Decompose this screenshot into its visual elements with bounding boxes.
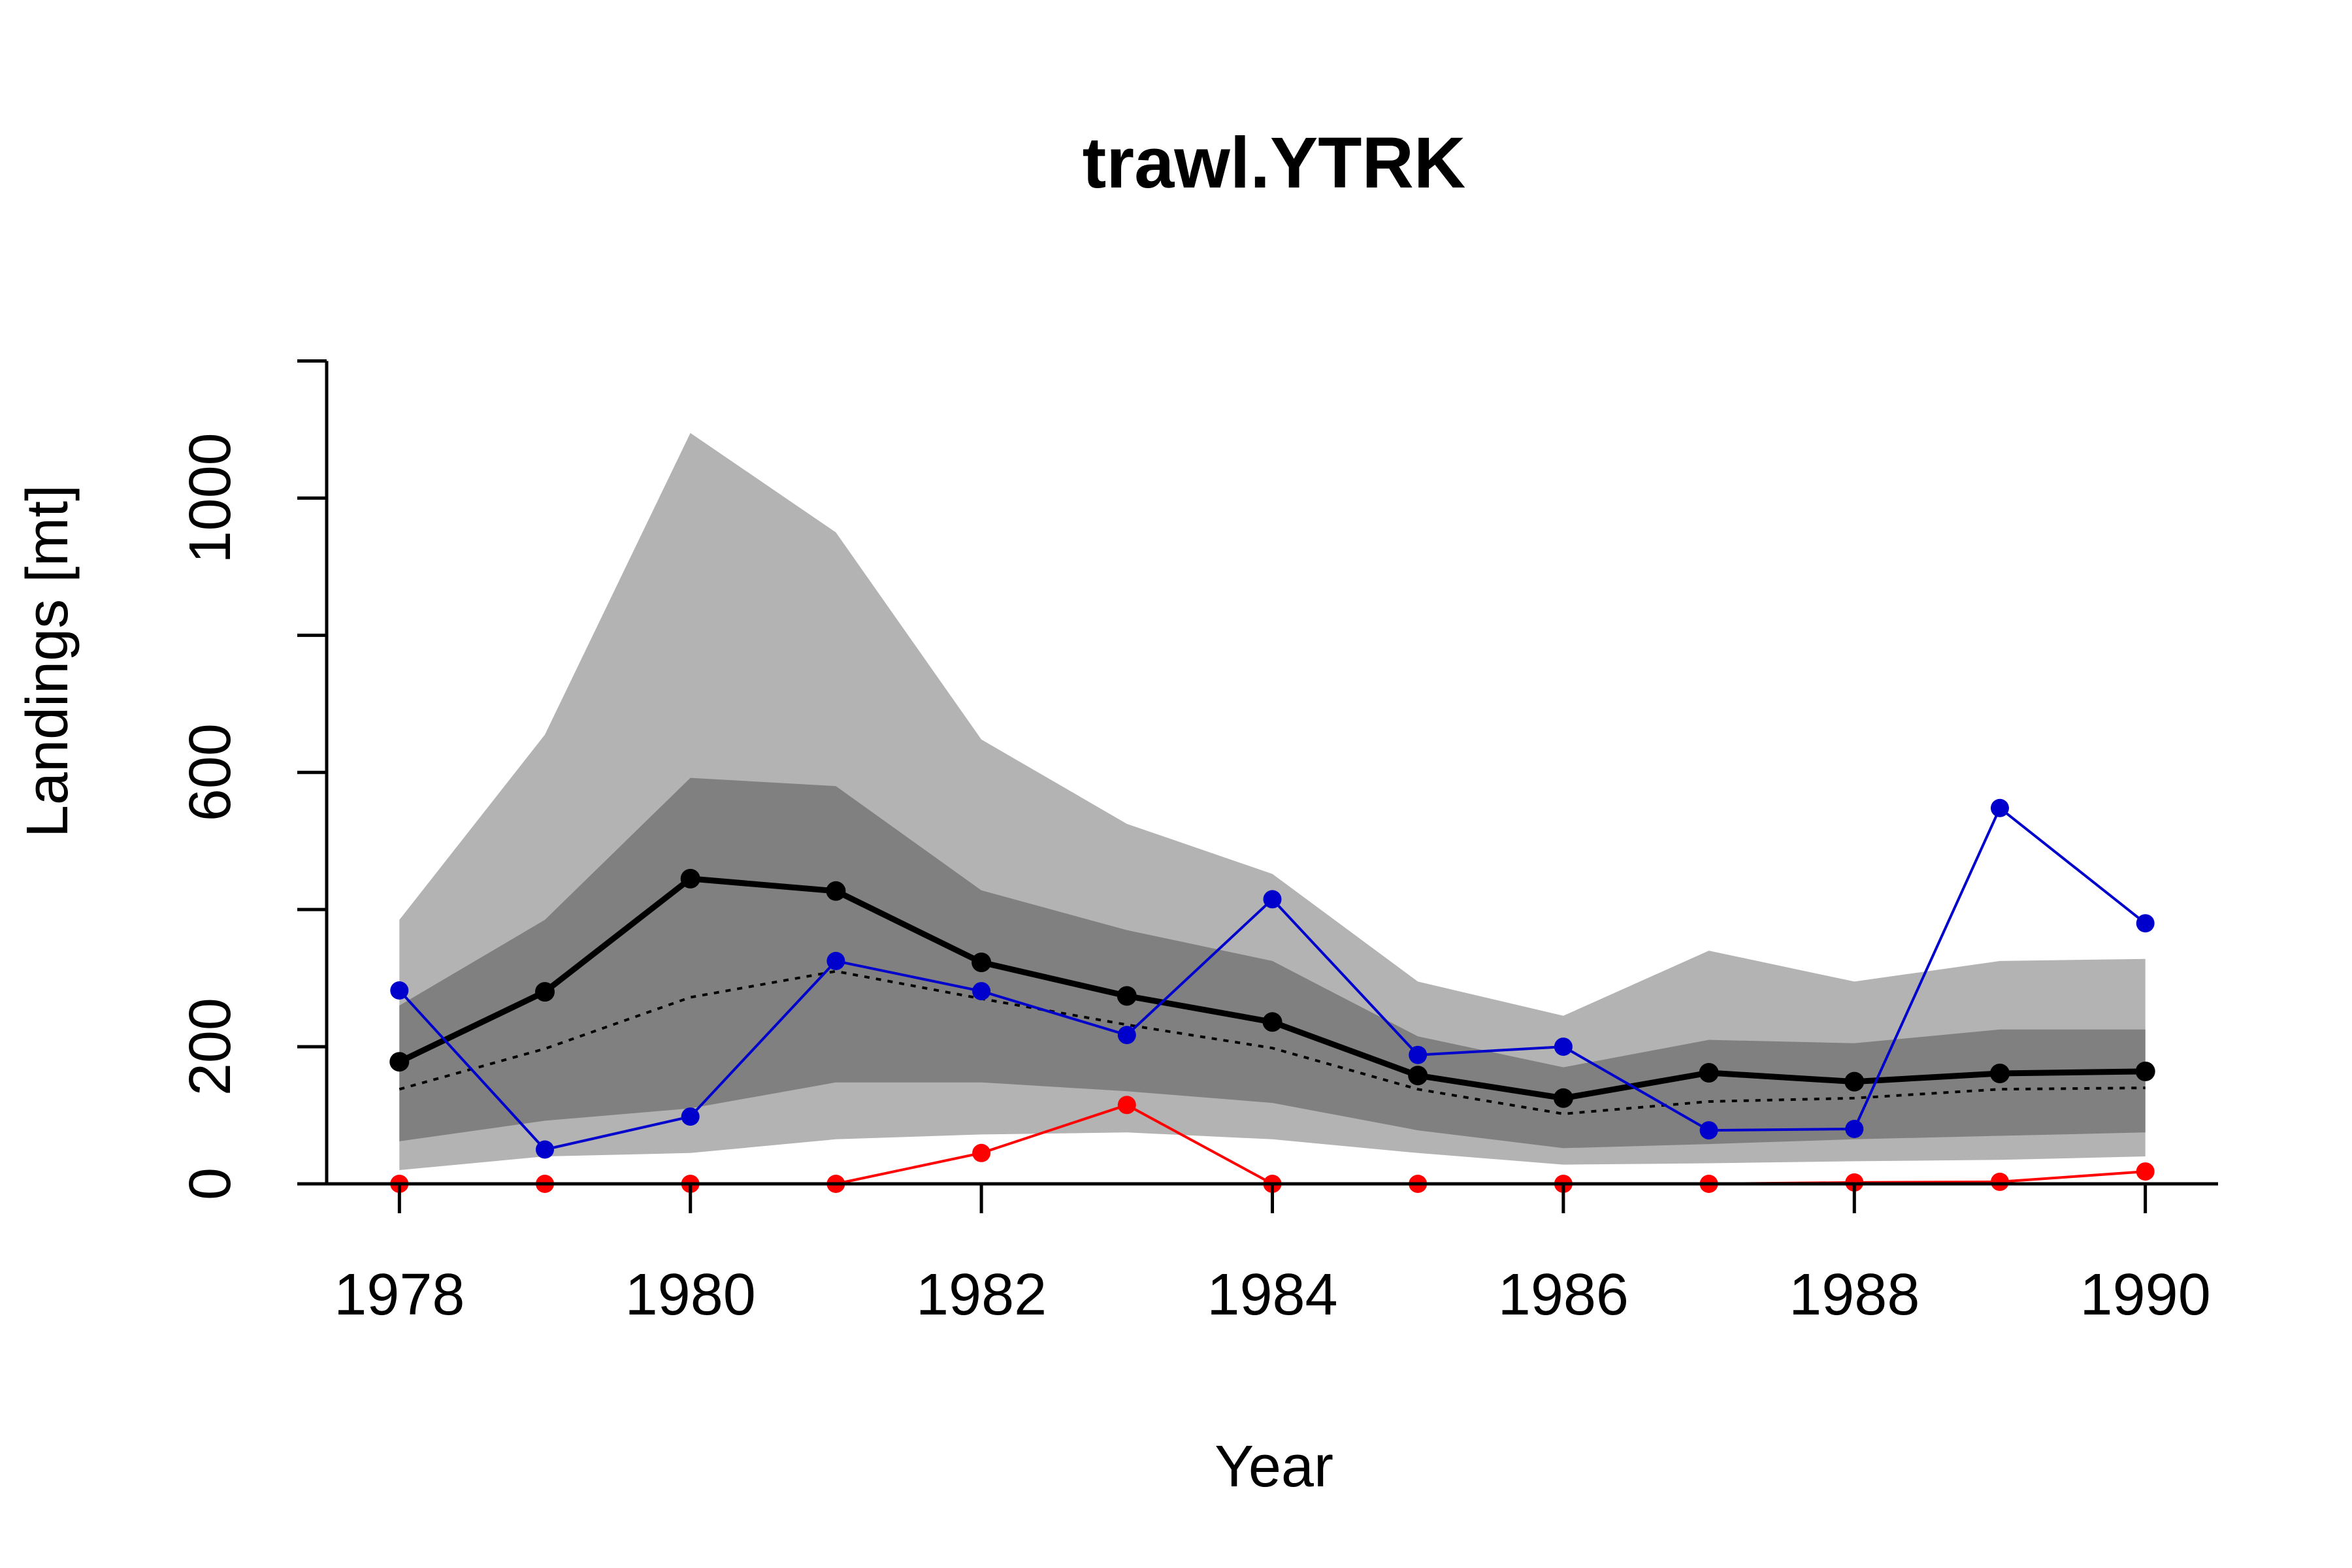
- series-1-point: [1553, 1088, 1573, 1108]
- x-tick-label: 1982: [916, 1262, 1047, 1328]
- series-1-point: [1117, 986, 1137, 1006]
- series-1-point: [389, 1052, 410, 1072]
- series-1-point: [826, 881, 846, 901]
- series-3-point: [2136, 914, 2155, 933]
- y-axis-label: Landings [mt]: [15, 485, 80, 838]
- series-3-point: [1991, 798, 2009, 817]
- confidence-bands: [399, 433, 2146, 1171]
- x-tick-label: 1984: [1207, 1262, 1337, 1328]
- ticks: 1978 1980 1982 1984 1986 1988 1990 0 200 600 1000: [178, 359, 2211, 1328]
- series-3-point: [681, 1107, 700, 1126]
- series-1-point: [2135, 1061, 2155, 1081]
- series-3-point: [1699, 1121, 1718, 1140]
- series-4-point: [2136, 1162, 2155, 1181]
- series-3-point: [1845, 1120, 1864, 1138]
- x-axis-label: Year: [1215, 1434, 1333, 1499]
- x-tick-label: 1988: [1789, 1262, 1919, 1328]
- y-tick-label: 0: [178, 1168, 243, 1200]
- series-1-point: [972, 953, 992, 972]
- series-1-point: [1408, 1066, 1428, 1086]
- series-4-point: [1991, 1172, 2009, 1191]
- series-line-2: [399, 970, 2146, 1115]
- series-3-point: [1263, 890, 1282, 909]
- y-tick-label: 1000: [178, 433, 243, 563]
- series-points: [389, 798, 2155, 1193]
- chart-title: trawl.YTRK: [1083, 123, 1466, 203]
- series-3-point: [972, 982, 991, 1001]
- band-2: [399, 777, 2146, 1149]
- x-tick-label: 1978: [334, 1262, 465, 1328]
- series-3-point: [1409, 1045, 1428, 1064]
- y-tick-label: 200: [178, 998, 243, 1096]
- series-1-point: [1844, 1071, 1865, 1092]
- series-3-point: [1117, 1026, 1136, 1045]
- x-tick-label: 1980: [625, 1262, 756, 1328]
- x-tick-label: 1986: [1498, 1262, 1629, 1328]
- y-tick-label: 600: [178, 723, 243, 821]
- series-1-point: [680, 868, 700, 889]
- series-3-point: [826, 951, 845, 970]
- series-3-point: [390, 981, 409, 1000]
- x-tick-label: 1990: [2080, 1262, 2211, 1328]
- series-3-point: [536, 1140, 554, 1159]
- series-4-point: [972, 1143, 991, 1162]
- series-4-point: [1117, 1096, 1136, 1115]
- series-1-point: [1990, 1064, 2010, 1083]
- series-1-point: [1262, 1012, 1282, 1032]
- series-1-point: [1699, 1063, 1719, 1083]
- series-1-point: [535, 982, 555, 1002]
- series-3-point: [1554, 1037, 1573, 1056]
